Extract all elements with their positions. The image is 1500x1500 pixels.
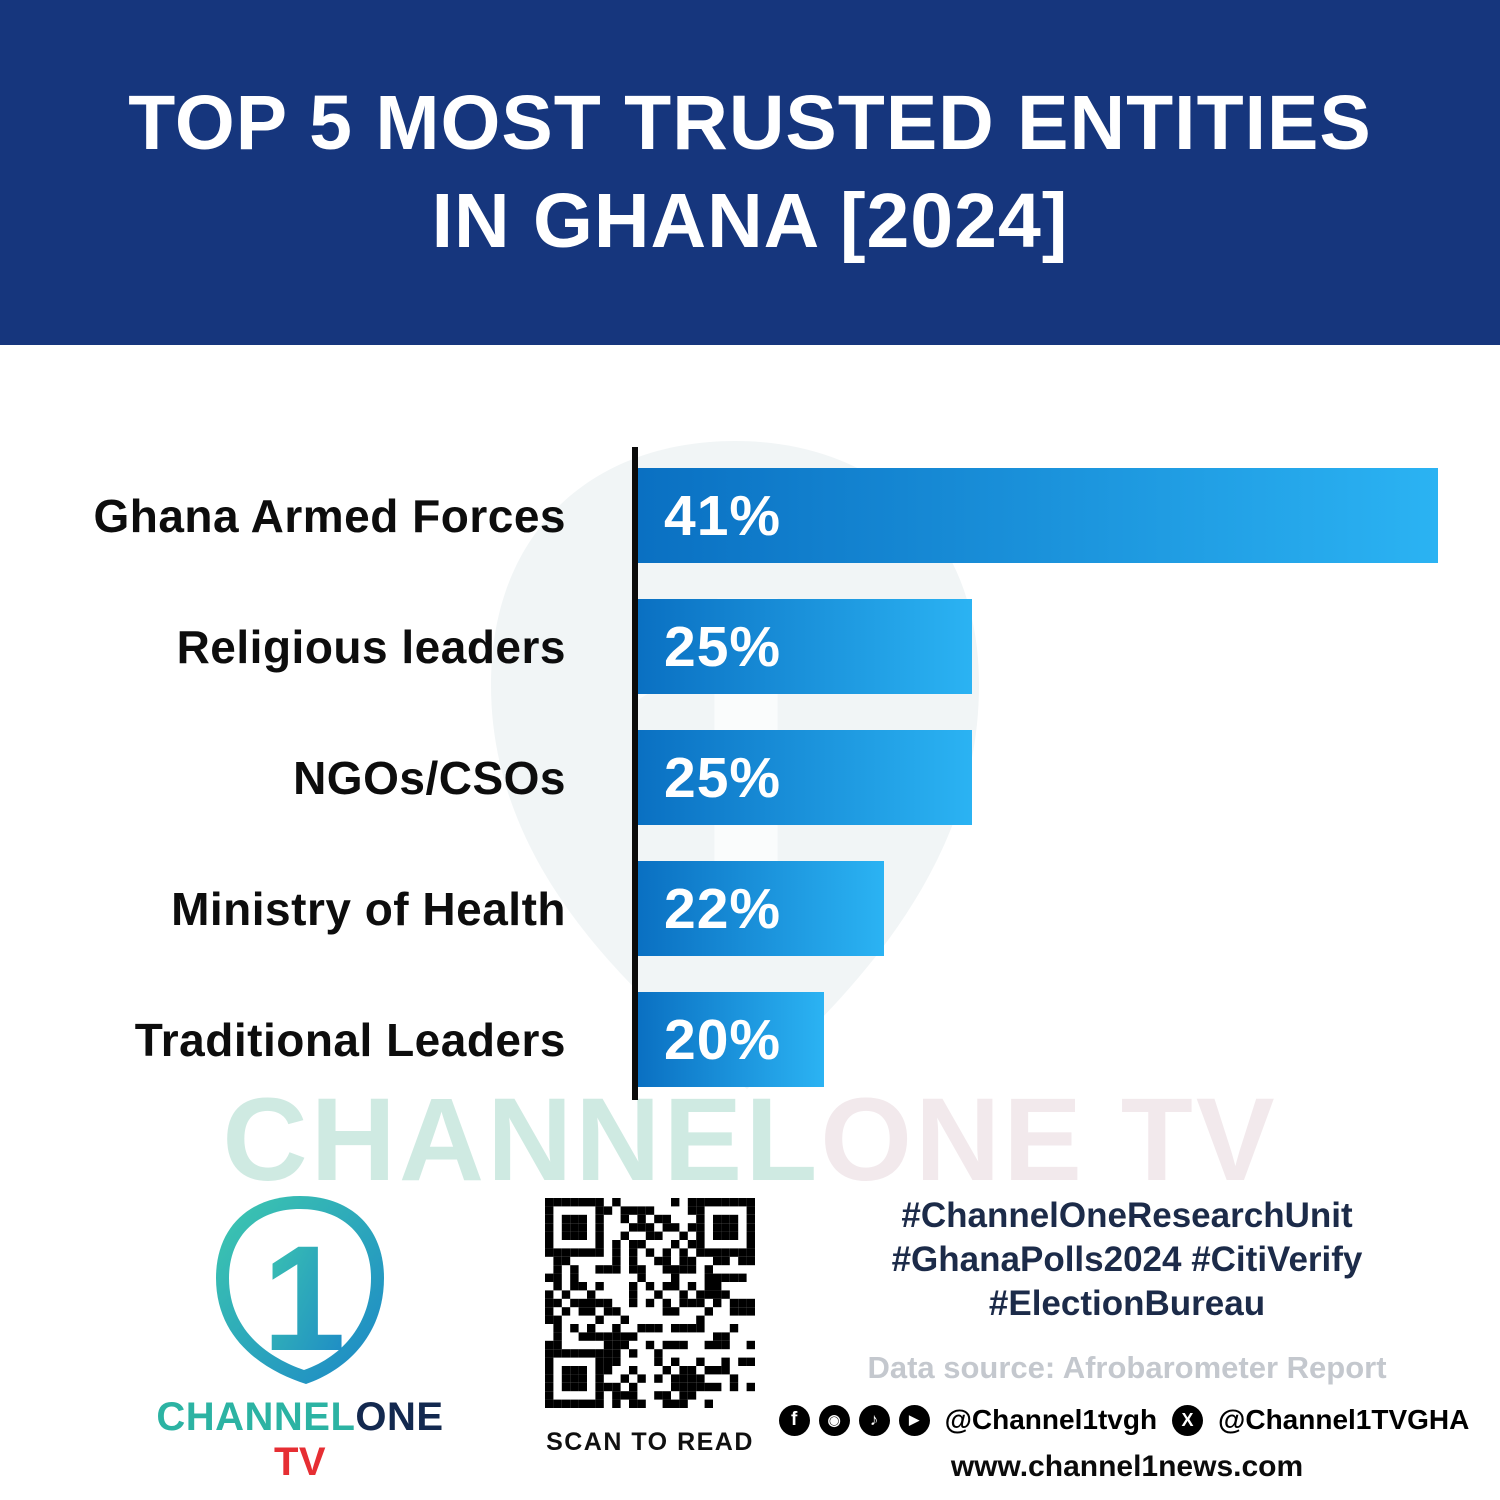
value-label: 20% <box>664 1007 782 1072</box>
chart-row: Religious leaders 25% <box>0 581 1500 712</box>
hashtag-line-3: #ElectionBureau <box>988 1284 1266 1323</box>
value-label: 41% <box>664 483 782 548</box>
x-icon: X <box>1172 1404 1204 1436</box>
chart-axis-line <box>632 447 638 1100</box>
category-label: Ghana Armed Forces <box>93 489 566 542</box>
chart-rows: Ghana Armed Forces 41% Religious leaders 25… <box>0 450 1500 1105</box>
category-label: Traditional Leaders <box>134 1013 566 1066</box>
hashtag-line-2: #GhanaPolls2024 #CitiVerify <box>891 1240 1363 1279</box>
chart-row: Ministry of Health 22% <box>0 843 1500 974</box>
watermark-part2: ONE TV <box>820 1074 1278 1206</box>
page-title-line1: TOP 5 MOST TRUSTED ENTITIES <box>128 80 1372 167</box>
bar: 22% <box>638 861 885 956</box>
value-label: 22% <box>664 876 782 941</box>
watermark-part1: CHANNEL <box>222 1074 821 1206</box>
logo-pick-icon: 1 <box>216 1196 384 1384</box>
logo-wordmark: CHANNELONE TV <box>130 1395 470 1485</box>
social-handle-2: @Channel1TVGHA <box>1218 1404 1470 1435</box>
value-label: 25% <box>664 614 782 679</box>
logo-word-one: ONE <box>355 1395 444 1439</box>
tiktok-icon: ♪ <box>858 1404 890 1436</box>
bar: 25% <box>638 599 973 694</box>
hashtag-line-1: #ChannelOneResearchUnit <box>901 1196 1353 1235</box>
footer-info-block: #ChannelOneResearchUnit #GhanaPolls2024 … <box>778 1194 1469 1484</box>
bar-chart: Ghana Armed Forces 41% Religious leaders 25… <box>0 450 1500 1105</box>
logo-word-tv: TV <box>273 1440 327 1484</box>
bar-area: 22% <box>638 861 1438 956</box>
channel-one-watermark: CHANNELONE TV <box>0 1072 1500 1208</box>
instagram-icon: ◉ <box>818 1404 850 1436</box>
logo-word-channel: CHANNEL <box>156 1395 356 1439</box>
qr-code <box>545 1198 755 1408</box>
page-title-line2: IN GHANA [2024] <box>431 177 1069 264</box>
bar-area: 25% <box>638 599 1438 694</box>
bar-area: 41% <box>638 468 1438 563</box>
value-label: 25% <box>664 745 782 810</box>
chart-row: Traditional Leaders 20% <box>0 974 1500 1105</box>
facebook-icon: f <box>778 1404 810 1436</box>
header-banner: TOP 5 MOST TRUSTED ENTITIES IN GHANA [20… <box>0 0 1500 345</box>
website-url: www.channel1news.com <box>950 1450 1304 1483</box>
chart-row: NGOs/CSOs 25% <box>0 712 1500 843</box>
category-label: Ministry of Health <box>171 882 566 935</box>
qr-caption: SCAN TO READ <box>546 1428 754 1456</box>
footer: 1 CHANNELONE TV SCAN TO READ #ChannelOne… <box>0 1188 1500 1484</box>
channel-one-logo: 1 CHANNELONE TV <box>130 1192 470 1485</box>
data-source-label: Data source: Afrobarometer Report <box>867 1350 1387 1385</box>
bar-area: 25% <box>638 730 1438 825</box>
chart-row: Ghana Armed Forces 41% <box>0 450 1500 581</box>
logo-digit: 1 <box>262 1214 345 1382</box>
bar: 20% <box>638 992 824 1087</box>
social-handle-1: @Channel1tvgh <box>944 1404 1158 1435</box>
bar: 25% <box>638 730 973 825</box>
bar-area: 20% <box>638 992 1438 1087</box>
social-row: f ◉ ♪ ▶ @Channel1tvgh X @Channel1TVGHA <box>778 1404 1469 1436</box>
category-label: Religious leaders <box>176 620 566 673</box>
category-label: NGOs/CSOs <box>293 751 566 804</box>
qr-block: SCAN TO READ <box>545 1198 755 1457</box>
youtube-icon: ▶ <box>898 1404 930 1436</box>
bar: 41% <box>638 468 1438 563</box>
